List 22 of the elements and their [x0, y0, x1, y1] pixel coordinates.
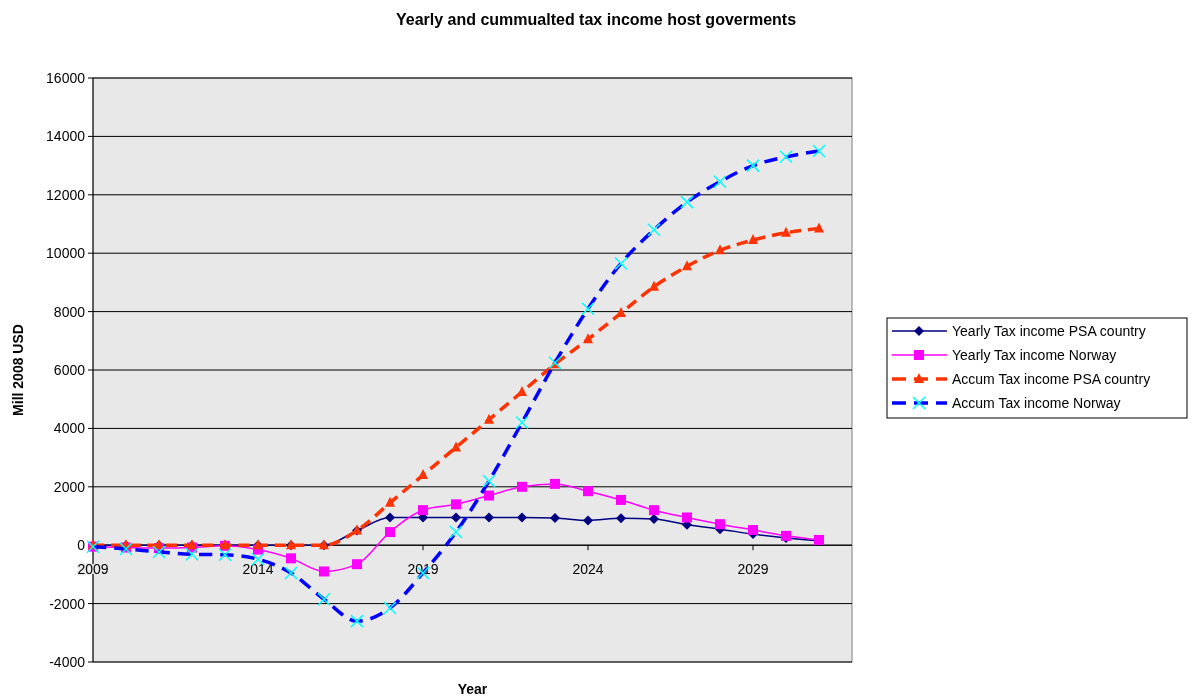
y-tick-label: -2000 — [49, 595, 86, 612]
y-tick-label: -4000 — [49, 654, 86, 670]
y-tick-label: 14000 — [46, 128, 86, 145]
legend-label: Yearly Tax income PSA country — [952, 323, 1146, 339]
legend-label: Accum Tax income PSA country — [952, 371, 1151, 387]
y-tick-label: 10000 — [46, 245, 86, 262]
x-axis-title: Year — [457, 681, 488, 697]
y-axis-title: Mill 2008 USD — [10, 324, 26, 416]
x-tick-label: 2024 — [572, 561, 604, 578]
x-tick-label: 2019 — [407, 561, 439, 578]
legend-label: Accum Tax income Norway — [952, 395, 1121, 411]
y-tick-label: 12000 — [46, 186, 86, 203]
y-tick-label: 6000 — [53, 362, 86, 378]
y-tick-label: 0 — [77, 537, 86, 554]
legend-label: Yearly Tax income Norway — [952, 347, 1117, 363]
y-tick-label: 16000 — [46, 70, 86, 86]
chart-title: Yearly and cummualted tax income host goverments — [395, 11, 797, 28]
y-tick-label: 2000 — [53, 478, 86, 495]
x-tick-label: 2029 — [737, 561, 769, 578]
y-tick-label: 4000 — [53, 420, 86, 437]
y-tick-label: 8000 — [53, 303, 86, 320]
x-tick-label: 2014 — [242, 561, 274, 578]
